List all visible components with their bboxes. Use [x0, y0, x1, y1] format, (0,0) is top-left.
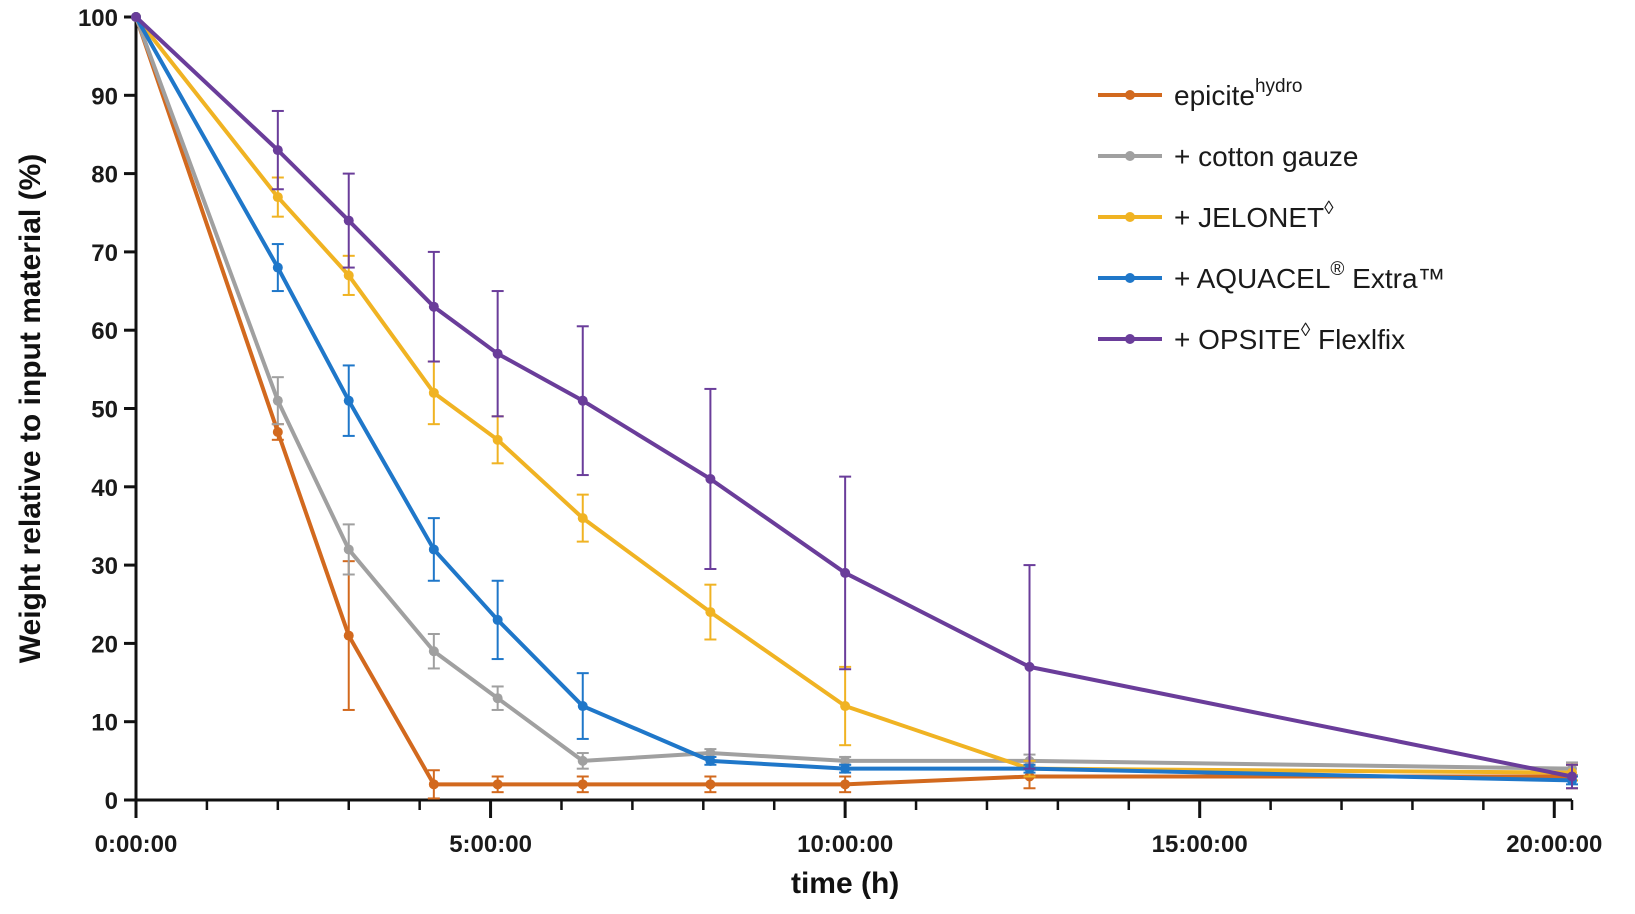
- legend-label-suffix: Extra™: [1344, 263, 1445, 294]
- legend-label-main: + OPSITE: [1174, 324, 1301, 355]
- data-point: [577, 513, 588, 524]
- legend-label-main: + JELONET: [1174, 202, 1324, 233]
- y-tick-label: 20: [91, 631, 118, 658]
- data-point: [705, 779, 716, 790]
- legend: epicitehydro+ cotton gauze+ JELONET◊+ AQ…: [1098, 76, 1446, 355]
- y-axis-title: Weight relative to input material (%): [14, 154, 47, 664]
- y-tick-label: 100: [78, 5, 118, 32]
- data-point: [272, 426, 283, 437]
- y-tick-label: 10: [91, 710, 118, 737]
- series-4: [131, 12, 1578, 790]
- data-point: [343, 270, 354, 281]
- data-point: [840, 567, 851, 578]
- data-point: [840, 701, 851, 712]
- legend-swatch-marker: [1125, 212, 1135, 222]
- data-point: [428, 646, 439, 657]
- series-line: [134, 16, 1572, 787]
- legend-item-0: epicitehydro: [1098, 76, 1302, 111]
- x-tick-label: 10:00:00: [797, 831, 893, 858]
- data-point: [705, 607, 716, 618]
- y-tick-label: 60: [91, 318, 118, 345]
- y-tick-label: 90: [91, 83, 118, 110]
- series-line: [134, 15, 1573, 775]
- y-tick-label: 30: [91, 553, 118, 580]
- data-point: [492, 614, 503, 625]
- series-line: [134, 16, 1573, 783]
- legend-label-superscript: ◊: [1324, 198, 1334, 219]
- data-point: [705, 755, 716, 766]
- data-point: [705, 748, 716, 759]
- data-point: [428, 387, 439, 398]
- data-point: [840, 763, 851, 774]
- data-point: [131, 12, 141, 22]
- data-point: [492, 434, 503, 445]
- legend-item-3: + AQUACEL® Extra™: [1098, 259, 1446, 294]
- legend-item-1: + cotton gauze: [1098, 141, 1358, 172]
- x-axis-title: time (h): [791, 867, 899, 900]
- x-tick-label: 15:00:00: [1152, 831, 1248, 858]
- data-point: [428, 301, 439, 312]
- legend-label-main: + cotton gauze: [1174, 141, 1358, 172]
- ticks-group: 0 10 20 30 40 50 60 70 80 90 100 0:00:00 5:00:00 10:0…: [78, 5, 1602, 858]
- legend-label-main: epicite: [1174, 80, 1255, 111]
- data-point: [840, 755, 851, 766]
- data-point: [272, 192, 283, 203]
- data-point: [343, 395, 354, 406]
- legend-label: + AQUACEL® Extra™: [1174, 259, 1446, 294]
- series-line: [134, 16, 1573, 771]
- data-point: [428, 779, 439, 790]
- data-point: [343, 630, 354, 641]
- legend-label-main: + AQUACEL: [1174, 263, 1330, 294]
- legend-label: + cotton gauze: [1174, 141, 1358, 172]
- legend-label-superscript: hydro: [1255, 76, 1303, 97]
- data-point: [577, 755, 588, 766]
- x-tick-label: 5:00:00: [449, 831, 532, 858]
- data-point: [577, 395, 588, 406]
- series-1: [131, 12, 1578, 776]
- legend-item-2: + JELONET◊: [1098, 198, 1334, 233]
- legend-label-superscript: ◊: [1301, 320, 1311, 341]
- data-point: [272, 262, 283, 273]
- x-tick-label: 20:00:00: [1506, 831, 1602, 858]
- y-tick-label: 40: [91, 475, 118, 502]
- series-line: [134, 15, 1573, 779]
- data-point: [492, 779, 503, 790]
- legend-swatch-marker: [1125, 151, 1135, 161]
- legend-swatch-marker: [1125, 90, 1135, 100]
- x-tick-label: 0:00:00: [95, 831, 178, 858]
- legend-swatch-marker: [1125, 334, 1135, 344]
- series-3: [131, 12, 1578, 786]
- data-point: [492, 693, 503, 704]
- data-point: [577, 779, 588, 790]
- legend-label-superscript: ®: [1330, 259, 1344, 280]
- legend-label-suffix: Flexlfix: [1310, 324, 1405, 355]
- y-tick-label: 0: [105, 788, 118, 815]
- series-group: [131, 12, 1578, 800]
- data-point: [1567, 771, 1577, 782]
- y-tick-label: 50: [91, 397, 118, 424]
- legend-swatch-marker: [1125, 273, 1135, 283]
- data-point: [343, 544, 354, 555]
- y-tick-label: 70: [91, 240, 118, 267]
- data-point: [492, 348, 503, 359]
- data-point: [343, 215, 354, 226]
- legend-label: epicitehydro: [1174, 76, 1302, 111]
- y-tick-label: 80: [91, 162, 118, 189]
- legend-label: + OPSITE◊ Flexlfix: [1174, 320, 1405, 355]
- data-point: [1024, 661, 1035, 672]
- data-point: [705, 473, 716, 484]
- data-point: [272, 145, 283, 156]
- data-point: [577, 701, 588, 712]
- legend-item-4: + OPSITE◊ Flexlfix: [1098, 320, 1405, 355]
- legend-label: + JELONET◊: [1174, 198, 1334, 233]
- data-point: [840, 779, 851, 790]
- data-point: [272, 395, 283, 406]
- data-point: [428, 544, 439, 555]
